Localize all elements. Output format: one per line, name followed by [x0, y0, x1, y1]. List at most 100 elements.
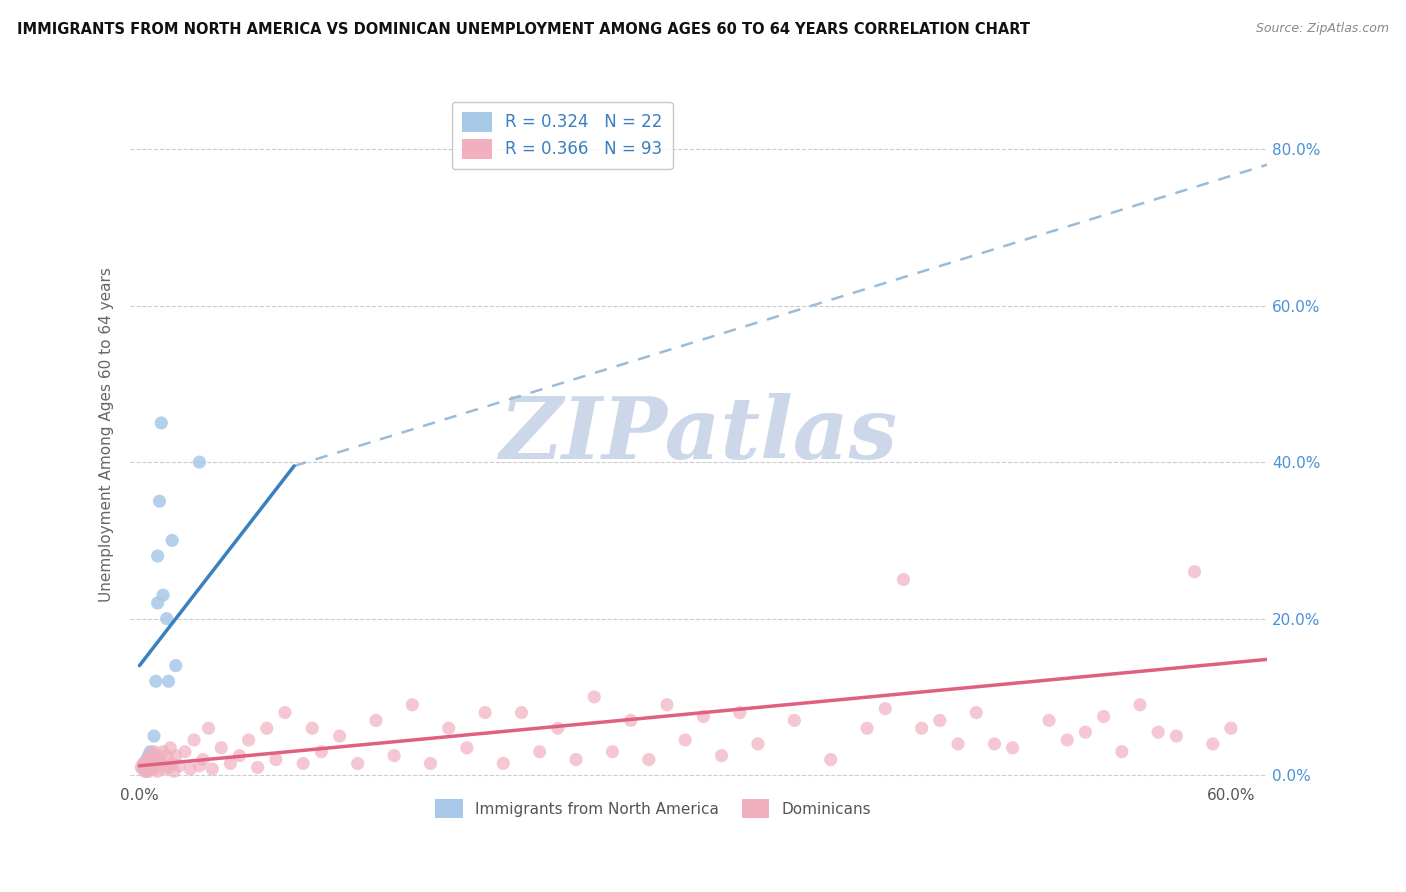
Point	[135, 753, 157, 767]
Point	[1001, 740, 1024, 755]
Point	[401, 698, 423, 712]
Point	[138, 748, 160, 763]
Point	[138, 764, 160, 779]
Point	[152, 745, 174, 759]
Point	[141, 762, 163, 776]
Point	[246, 760, 269, 774]
Point	[602, 745, 624, 759]
Point	[228, 748, 250, 763]
Point	[1166, 729, 1188, 743]
Point	[911, 721, 934, 735]
Point	[219, 756, 242, 771]
Point	[134, 764, 156, 779]
Point	[150, 416, 173, 430]
Point	[565, 753, 588, 767]
Point	[139, 748, 162, 763]
Point	[1074, 725, 1097, 739]
Point	[692, 709, 714, 723]
Point	[156, 612, 179, 626]
Point	[135, 762, 157, 776]
Point	[132, 760, 155, 774]
Point	[135, 764, 157, 779]
Point	[134, 756, 156, 771]
Point	[141, 756, 163, 771]
Point	[209, 740, 232, 755]
Legend: Immigrants from North America, Dominicans: Immigrants from North America, Dominican…	[429, 793, 877, 824]
Text: IMMIGRANTS FROM NORTH AMERICA VS DOMINICAN UNEMPLOYMENT AMONG AGES 60 TO 64 YEAR: IMMIGRANTS FROM NORTH AMERICA VS DOMINIC…	[17, 22, 1029, 37]
Point	[157, 674, 180, 689]
Point	[134, 759, 156, 773]
Point	[129, 760, 152, 774]
Point	[256, 721, 278, 735]
Point	[146, 596, 169, 610]
Point	[437, 721, 460, 735]
Point	[1184, 565, 1206, 579]
Point	[274, 706, 297, 720]
Point	[364, 714, 387, 728]
Point	[728, 706, 751, 720]
Point	[153, 762, 176, 776]
Point	[135, 754, 157, 768]
Point	[143, 756, 166, 771]
Point	[1092, 709, 1115, 723]
Point	[419, 756, 441, 771]
Point	[156, 748, 179, 763]
Point	[946, 737, 969, 751]
Point	[157, 760, 180, 774]
Point	[620, 714, 643, 728]
Point	[783, 714, 806, 728]
Text: Source: ZipAtlas.com: Source: ZipAtlas.com	[1256, 22, 1389, 36]
Point	[138, 753, 160, 767]
Point	[160, 533, 183, 548]
Point	[145, 760, 167, 774]
Point	[583, 690, 606, 704]
Point	[159, 740, 181, 755]
Point	[139, 753, 162, 767]
Point	[1220, 721, 1243, 735]
Point	[165, 748, 187, 763]
Point	[673, 733, 696, 747]
Point	[188, 455, 211, 469]
Point	[197, 721, 219, 735]
Point	[1129, 698, 1152, 712]
Point	[141, 754, 163, 768]
Point	[983, 737, 1005, 751]
Point	[183, 733, 205, 747]
Point	[174, 745, 197, 759]
Text: ZIPatlas: ZIPatlas	[499, 393, 898, 476]
Y-axis label: Unemployment Among Ages 60 to 64 years: Unemployment Among Ages 60 to 64 years	[100, 268, 114, 602]
Point	[165, 658, 187, 673]
Point	[148, 753, 170, 767]
Point	[143, 745, 166, 759]
Point	[710, 748, 733, 763]
Point	[382, 748, 405, 763]
Point	[346, 756, 368, 771]
Point	[138, 760, 160, 774]
Point	[160, 756, 183, 771]
Point	[238, 733, 260, 747]
Point	[328, 729, 350, 743]
Point	[1056, 733, 1078, 747]
Point	[143, 748, 166, 763]
Point	[311, 745, 333, 759]
Point	[492, 756, 515, 771]
Point	[146, 764, 169, 779]
Point	[1111, 745, 1133, 759]
Point	[169, 759, 191, 773]
Point	[145, 674, 167, 689]
Point	[152, 588, 174, 602]
Point	[292, 756, 315, 771]
Point	[965, 706, 987, 720]
Point	[143, 729, 166, 743]
Point	[188, 759, 211, 773]
Point	[856, 721, 879, 735]
Point	[1147, 725, 1170, 739]
Point	[893, 573, 915, 587]
Point	[637, 753, 659, 767]
Point	[510, 706, 533, 720]
Point	[139, 745, 162, 759]
Point	[747, 737, 769, 751]
Point	[148, 494, 170, 508]
Point	[132, 762, 155, 776]
Point	[179, 762, 201, 776]
